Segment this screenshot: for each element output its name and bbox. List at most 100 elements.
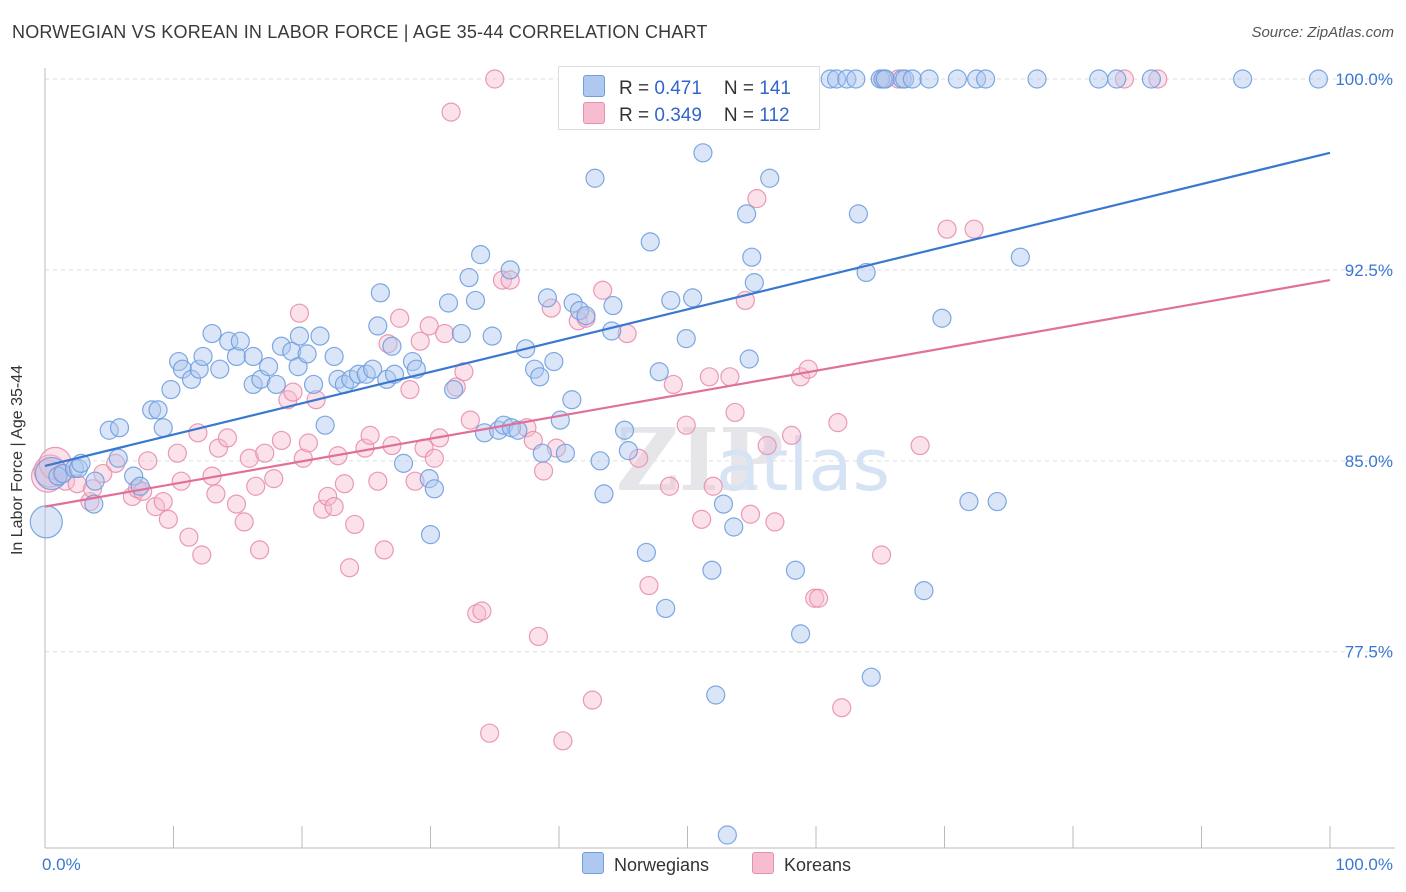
korean-point xyxy=(283,382,303,402)
norwegian-point xyxy=(742,247,762,267)
norwegian-point xyxy=(459,267,479,288)
norwegian-points xyxy=(29,69,1329,845)
korean-point xyxy=(339,558,360,578)
norwegian-point xyxy=(848,204,869,224)
norwegian-point xyxy=(861,667,881,687)
korean-point xyxy=(676,415,696,435)
korean-point xyxy=(192,545,212,565)
norwegian-point xyxy=(895,69,915,89)
legend-n-value-korean: 112 xyxy=(759,105,790,126)
norwegian-point xyxy=(702,560,722,580)
norwegian-point xyxy=(181,369,202,389)
norwegian-point xyxy=(315,415,335,435)
norwegian-point xyxy=(661,290,681,311)
norwegian-point xyxy=(1233,69,1253,89)
y-tick-label: 100.0% xyxy=(1335,70,1393,89)
korean-point xyxy=(312,499,333,519)
norwegian-point xyxy=(562,390,582,410)
norwegian-point xyxy=(348,364,369,384)
norwegian-point xyxy=(826,69,847,89)
norwegian-point xyxy=(142,400,162,420)
norwegian-point xyxy=(717,825,737,845)
y-tick-label: 77.5% xyxy=(1345,643,1393,662)
norwegian-point xyxy=(790,624,811,644)
korean-point xyxy=(226,494,247,514)
trend-lines xyxy=(44,151,1331,508)
norwegian-point xyxy=(243,346,263,367)
korean-point xyxy=(289,303,310,323)
korean-point xyxy=(629,448,649,468)
norwegian-point xyxy=(303,374,324,395)
norwegian-point xyxy=(508,420,528,440)
korean-point xyxy=(659,476,680,496)
korean-point xyxy=(424,448,444,468)
norwegian-point xyxy=(210,359,230,379)
norwegian-point xyxy=(602,321,622,341)
norwegian-point xyxy=(161,379,181,400)
norwegian-trend-line xyxy=(44,151,1331,467)
norwegian-point xyxy=(820,69,840,89)
korean-point xyxy=(419,316,439,336)
norwegian-point xyxy=(451,323,471,344)
norwegian-point xyxy=(1089,69,1109,89)
norwegian-point xyxy=(919,69,939,89)
korean-point xyxy=(725,402,745,423)
korean-point xyxy=(639,575,659,596)
korean-point xyxy=(472,601,492,621)
legend-row-norwegian: R = 0.471 N = 141 xyxy=(583,75,791,100)
norwegian-point xyxy=(471,245,491,265)
norwegian-point xyxy=(976,69,996,89)
korean-point xyxy=(703,476,723,496)
korean-point xyxy=(239,448,259,468)
norwegian-point xyxy=(271,336,292,356)
korean-point xyxy=(699,367,719,387)
norwegian-point xyxy=(266,374,286,395)
korean-point xyxy=(492,270,513,290)
korean-point xyxy=(937,219,957,239)
norwegian-point xyxy=(585,168,605,188)
norwegian-point xyxy=(618,441,638,461)
legend-item-norwegians[interactable]: Norwegians xyxy=(582,852,709,876)
norwegian-point xyxy=(48,466,68,486)
legend-item-koreans[interactable]: Koreans xyxy=(752,852,851,876)
norwegian-point xyxy=(532,443,552,463)
norwegian-point xyxy=(959,491,979,512)
legend-n-value-norwegian: 141 xyxy=(759,78,791,99)
korean-point xyxy=(528,626,549,647)
korean-point xyxy=(582,690,603,710)
korean-point xyxy=(138,451,158,471)
norwegian-point xyxy=(230,331,250,351)
legend-r-value-korean: 0.349 xyxy=(654,105,702,126)
korean-point xyxy=(485,69,505,89)
norwegian-point xyxy=(382,336,402,356)
korean-point xyxy=(334,474,355,494)
axes xyxy=(44,68,1395,849)
norwegian-point xyxy=(500,260,520,280)
korean-point xyxy=(1148,69,1168,89)
korean-point xyxy=(234,512,254,532)
legend-swatch-korean xyxy=(583,102,605,124)
norwegian-point xyxy=(640,232,660,252)
korean-point xyxy=(217,428,238,448)
norwegian-point xyxy=(29,505,63,539)
korean-point xyxy=(781,425,802,445)
y-tick-labels: 77.5% 85.0% 92.5% 100.0% xyxy=(1335,70,1393,662)
korean-point xyxy=(553,731,573,751)
norwegian-point xyxy=(324,346,344,367)
korean-point xyxy=(318,486,338,507)
korean-point xyxy=(255,443,275,463)
norwegian-point xyxy=(614,420,635,440)
y-tick-label: 92.5% xyxy=(1345,261,1393,280)
legend-label-norwegians: Norwegians xyxy=(614,855,710,875)
watermark-atlas: atlas xyxy=(716,423,890,507)
korean-point xyxy=(871,545,892,565)
norwegian-point xyxy=(310,326,330,346)
norwegian-point xyxy=(603,295,623,316)
korean-trend-line xyxy=(44,279,1331,508)
korean-point xyxy=(167,443,187,463)
norwegian-point xyxy=(932,308,952,328)
source-label: Source: ZipAtlas.com xyxy=(1251,24,1394,41)
norwegian-point xyxy=(68,458,89,479)
korean-point xyxy=(808,588,829,608)
